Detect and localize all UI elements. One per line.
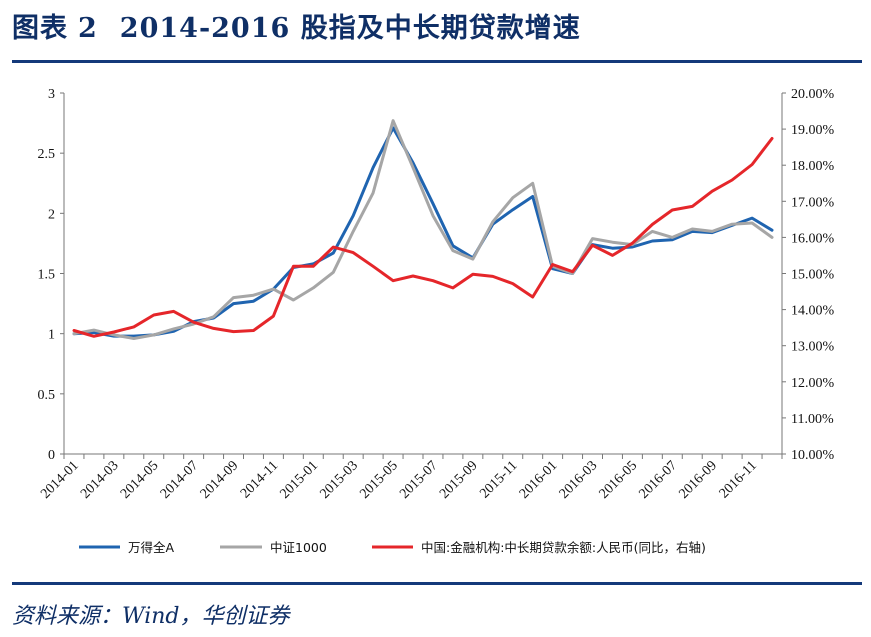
y-right-tick-label: 20.00%	[791, 87, 835, 102]
x-tick-label: 2016-11	[717, 458, 760, 501]
series-line-2	[72, 119, 774, 340]
x-tick-label: 2016-05	[597, 458, 641, 502]
x-tick-label: 2016-07	[637, 458, 681, 502]
series-line-1	[72, 126, 774, 338]
y-right-tick-label: 17.00%	[791, 195, 835, 210]
x-tick-label: 2015-11	[477, 458, 520, 501]
x-tick-label: 2014-01	[38, 458, 82, 502]
x-tick-label: 2016-09	[676, 458, 720, 502]
y-right-tick-label: 12.00%	[791, 376, 835, 391]
x-tick-label: 2015-05	[357, 458, 401, 502]
x-tick-label: 2014-05	[118, 458, 162, 502]
legend-label-1: 万得全A	[128, 540, 175, 555]
x-tick-label: 2014-07	[158, 458, 202, 502]
x-tick-label: 2015-09	[437, 458, 481, 502]
y-left-tick-label: 1	[48, 328, 55, 343]
series-line-3	[72, 137, 774, 338]
legend-label-2: 中证1000	[270, 540, 327, 555]
x-tick-label: 2014-11	[238, 458, 281, 501]
figure-number: 2	[78, 13, 98, 44]
title-divider	[12, 60, 862, 63]
y-right-tick-label: 14.00%	[791, 304, 835, 319]
figure-title: 图表 2 2014-2016 股指及中长期贷款增速	[12, 6, 581, 45]
x-tick-label: 2014-09	[198, 458, 242, 502]
x-tick-label: 2016-01	[517, 458, 561, 502]
y-left-tick-label: 0.5	[38, 388, 56, 403]
x-tick-label: 2015-07	[397, 458, 441, 502]
y-left-tick-label: 2.5	[38, 147, 56, 162]
figure-label: 图表	[12, 13, 68, 44]
y-left-tick-label: 3	[48, 87, 55, 102]
y-left-tick-label: 1.5	[38, 268, 56, 283]
y-right-tick-label: 18.00%	[791, 159, 835, 174]
y-right-tick-label: 13.00%	[791, 340, 835, 355]
x-tick-label: 2015-03	[317, 458, 361, 502]
source-divider	[12, 582, 862, 585]
x-tick-label: 2014-03	[78, 458, 122, 502]
y-left-tick-label: 2	[48, 207, 55, 222]
y-right-tick-label: 16.00%	[791, 231, 835, 246]
y-right-tick-label: 15.00%	[791, 268, 835, 283]
figure-title-text: 2014-2016 股指及中长期贷款增速	[119, 13, 581, 44]
source-note: 资料来源：Wind，华创证券	[12, 604, 290, 629]
y-right-tick-label: 19.00%	[791, 123, 835, 138]
y-right-tick-label: 10.00%	[791, 448, 835, 463]
y-right-tick-label: 11.00%	[791, 412, 834, 427]
x-tick-label: 2016-03	[557, 458, 601, 502]
y-left-tick-label: 0	[48, 448, 55, 463]
legend-label-3: 中国:金融机构:中长期贷款余额:人民币(同比，右轴)	[421, 540, 706, 555]
x-tick-label: 2015-01	[278, 458, 322, 502]
